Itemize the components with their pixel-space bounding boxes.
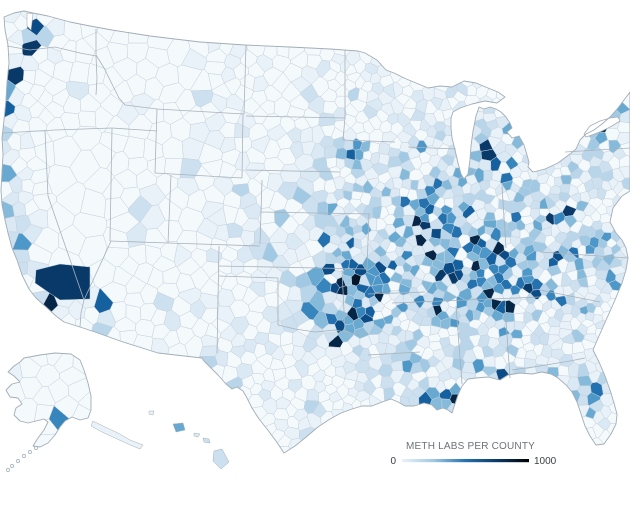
- svg-text:0: 0: [390, 456, 396, 467]
- svg-text:1000: 1000: [534, 456, 557, 467]
- svg-text:METH LABS PER COUNTY: METH LABS PER COUNTY: [406, 441, 535, 452]
